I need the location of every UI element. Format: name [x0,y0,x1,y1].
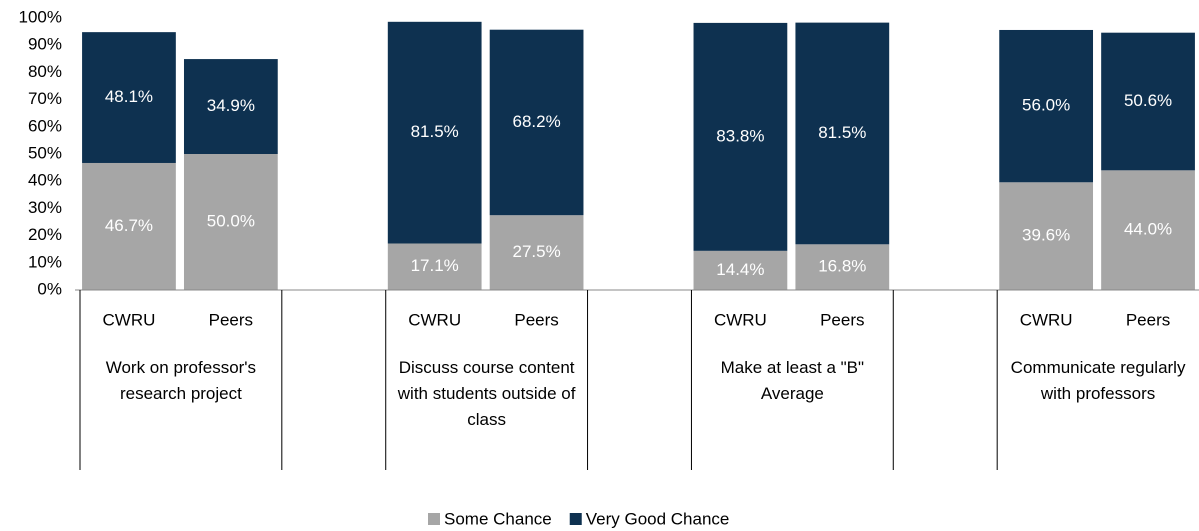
data-label: 14.4% [716,260,764,279]
bar-segment [183,59,278,154]
data-label: 34.9% [207,96,255,115]
y-tick-label: 70% [28,89,62,108]
y-tick-label: 50% [28,143,62,162]
data-label: 39.6% [1022,226,1070,245]
bar-segment [693,250,788,290]
data-label: 46.7% [105,216,153,235]
bar-segment [999,29,1094,183]
x-tick-label: CWRU [408,310,461,329]
legend-swatch [569,513,582,525]
y-tick-label: 10% [28,252,62,271]
data-label: 81.5% [818,123,866,142]
y-tick-label: 40% [28,171,62,190]
x-tick-label: Peers [1126,310,1170,329]
x-tick-label: CWRU [714,310,767,329]
bar-segment [489,215,584,290]
data-label: 68.2% [512,112,560,131]
bar-segment [82,32,176,163]
y-tick-label: 80% [28,62,62,81]
bar-segment [795,244,890,290]
data-label: 56.0% [1022,96,1070,115]
bar-segment [489,29,584,216]
data-label: 44.0% [1124,220,1172,239]
bar-segment [999,182,1094,290]
x-tick-label: Peers [514,310,558,329]
y-tick-label: 100% [19,7,62,26]
group-label: Make at least a "B" Average [720,358,865,403]
bar-segment [183,154,278,290]
legend-label: Very Good Chance [586,509,730,528]
y-tick-label: 90% [28,35,62,54]
group-label: Communicate regularly with professors [1010,358,1186,403]
x-tick-label: CWRU [103,310,156,329]
y-tick-label: 0% [37,279,62,298]
data-label: 83.8% [716,126,764,145]
group-label: Work on professor's research project [105,358,257,403]
data-label: 50.0% [207,211,255,230]
group-label: Discuss course content with students out… [397,358,576,429]
legend-label: Some Chance [444,509,552,528]
bar-segment [387,243,482,290]
bar-segment [795,22,890,245]
y-tick-label: 30% [28,198,62,217]
data-label: 16.8% [818,257,866,276]
bar-segment [387,21,482,244]
bar-segment [1101,32,1195,171]
x-tick-label: Peers [209,310,253,329]
bar-segment [82,162,176,290]
data-label: 27.5% [512,242,560,261]
y-tick-label: 20% [28,225,62,244]
bar-segment [693,22,788,251]
data-label: 81.5% [411,122,459,141]
data-label: 17.1% [411,256,459,275]
data-label: 50.6% [1124,91,1172,110]
legend-swatch [428,513,440,525]
x-tick-label: Peers [820,310,864,329]
y-tick-label: 60% [28,116,62,135]
data-label: 48.1% [105,87,153,106]
x-tick-label: CWRU [1020,310,1073,329]
bar-segment [1101,170,1195,290]
